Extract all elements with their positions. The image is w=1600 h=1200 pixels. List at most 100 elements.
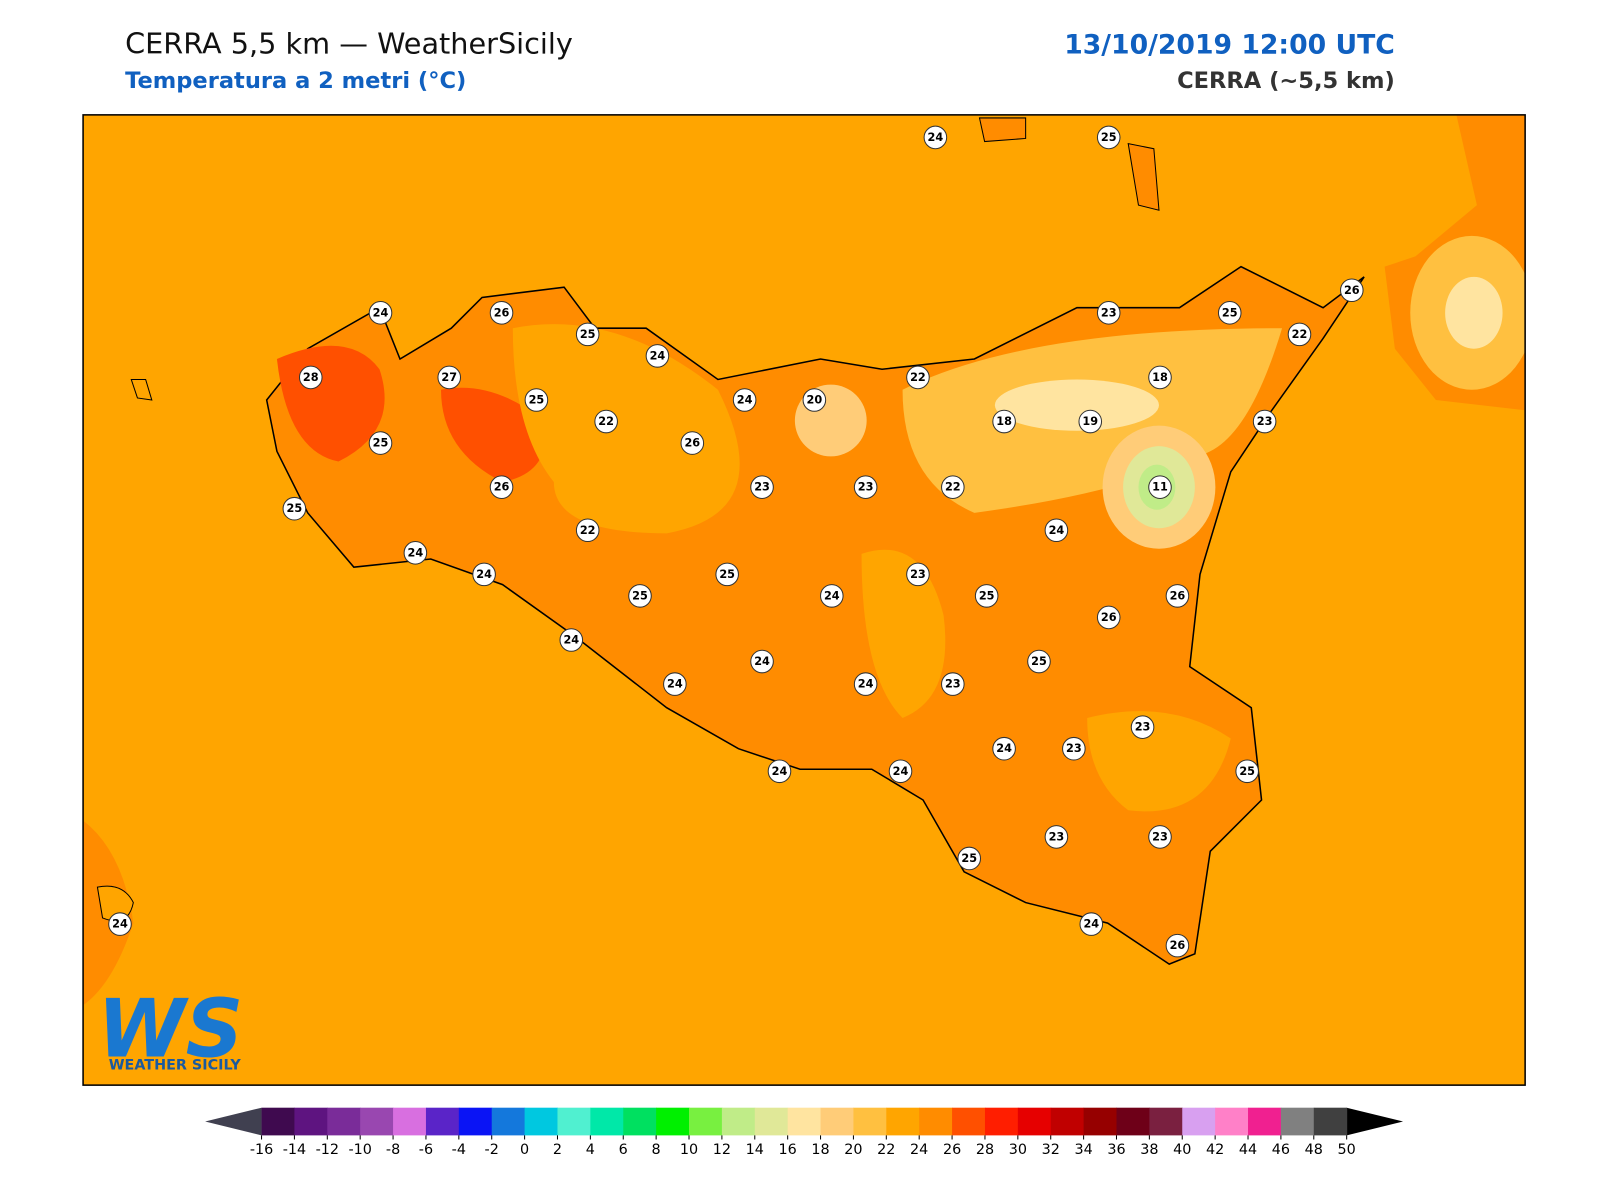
color-box [491, 1107, 526, 1136]
station-marker [594, 409, 618, 434]
station-value: 27 [441, 371, 457, 384]
station-marker [108, 912, 132, 936]
color-box [886, 1107, 920, 1136]
color-box [1248, 1107, 1282, 1136]
map: 24 25 24 26 25 24 23 25 26 22 28 27 25 22 24 20 22 18 18 19… [83, 114, 1526, 1086]
color-box [656, 1107, 690, 1136]
station-value: 24 [650, 349, 666, 362]
color-box [984, 1107, 1019, 1136]
station-marker [1130, 715, 1155, 739]
station-value: 24 [996, 742, 1012, 755]
station-value: 25 [1031, 655, 1047, 668]
colorbar-label: -12 [316, 1142, 339, 1158]
station-value: 26 [1101, 611, 1117, 624]
color-box [1313, 1107, 1348, 1136]
colorbar-label: 32 [1042, 1142, 1060, 1158]
colorbar-label: -6 [419, 1142, 433, 1158]
field-hot [276, 345, 546, 483]
colorbar-label: 44 [1239, 1142, 1257, 1158]
colorbar-label: 40 [1173, 1142, 1191, 1158]
station-value: 19 [1082, 415, 1098, 428]
colorbar-label: 20 [844, 1142, 862, 1158]
station-marker [1165, 584, 1190, 608]
colorbar-label: -10 [348, 1142, 371, 1158]
color-box [1017, 1107, 1052, 1136]
station-value: 25 [719, 568, 735, 581]
color-box [393, 1107, 427, 1136]
subtitle: Temperatura a 2 metri (°C) [125, 68, 466, 94]
colorbar-label: 48 [1305, 1142, 1323, 1158]
station-marker [906, 562, 930, 587]
station-marker [575, 322, 600, 347]
colorbar-label: 0 [520, 1142, 529, 1158]
station-value: 23 [1152, 830, 1168, 843]
station-marker [1096, 125, 1121, 150]
colorbar-label: 28 [976, 1142, 994, 1158]
colorbar-label: 4 [586, 1142, 595, 1158]
station-value: 23 [1101, 306, 1117, 319]
station-marker [715, 562, 739, 587]
station-marker [1044, 518, 1069, 543]
station-marker [819, 584, 844, 608]
station-marker [941, 672, 965, 696]
colorbar-label: -16 [250, 1142, 273, 1158]
colorbar-label: 34 [1074, 1142, 1092, 1158]
colorbar-label: 18 [811, 1142, 829, 1158]
station-marker [403, 541, 428, 565]
station-value: 23 [1257, 415, 1273, 428]
station-value: 24 [858, 678, 874, 691]
station-marker [1148, 365, 1172, 390]
color-box [1050, 1107, 1085, 1136]
station-marker [1078, 409, 1103, 434]
colorbar-label: 24 [910, 1142, 928, 1158]
logo-mark: WS [97, 982, 243, 1075]
station-value: 25 [529, 394, 545, 407]
station-value: 24 [1049, 524, 1065, 537]
station-marker [767, 759, 792, 784]
station-marker [1096, 605, 1121, 630]
color-box [557, 1107, 591, 1136]
color-box [524, 1107, 558, 1136]
station-marker [1252, 409, 1277, 434]
station-value: 25 [1239, 765, 1255, 778]
station-value: 26 [494, 306, 510, 319]
color-box [623, 1107, 657, 1136]
station-value: 24 [737, 394, 753, 407]
color-box [425, 1107, 460, 1136]
station-value: 24 [373, 306, 389, 319]
colorbar-label: 22 [877, 1142, 895, 1158]
color-box [261, 1107, 295, 1136]
color-box [853, 1107, 887, 1136]
station-value: 18 [1152, 371, 1168, 384]
colorbar: -16 -14 -12 -10 -8 -6 -4 -2 0 2 4 6 8 10 12 14 16 18 20 22 2… [205, 1107, 1404, 1158]
colorbar-label: -2 [485, 1142, 499, 1158]
color-box [721, 1107, 756, 1136]
station-marker [1079, 912, 1104, 936]
model: CERRA (~5,5 km) [1177, 68, 1395, 94]
colorbar-label: -8 [386, 1142, 400, 1158]
colorbar-label: 46 [1272, 1142, 1290, 1158]
color-box [1215, 1107, 1249, 1136]
station-value: 22 [945, 481, 961, 494]
station-value: 24 [824, 589, 840, 602]
station-marker [524, 388, 549, 412]
color-box [294, 1107, 328, 1136]
color-box [360, 1107, 394, 1136]
colorbar-label: 10 [680, 1142, 698, 1158]
station-value: 22 [1292, 328, 1308, 341]
logo: WS WEATHER SICILY [97, 982, 243, 1075]
station-marker [472, 562, 496, 587]
colorbar-under [205, 1107, 262, 1136]
station-value: 24 [893, 765, 909, 778]
station-value: 25 [580, 328, 596, 341]
station-value: 25 [373, 437, 389, 450]
station-value: 26 [1170, 589, 1186, 602]
station-value: 25 [961, 852, 977, 865]
station-marker [732, 388, 757, 412]
station-value: 20 [807, 394, 823, 407]
station-marker [1044, 825, 1069, 849]
colorbar-over [1346, 1107, 1404, 1136]
station-marker [437, 365, 462, 390]
